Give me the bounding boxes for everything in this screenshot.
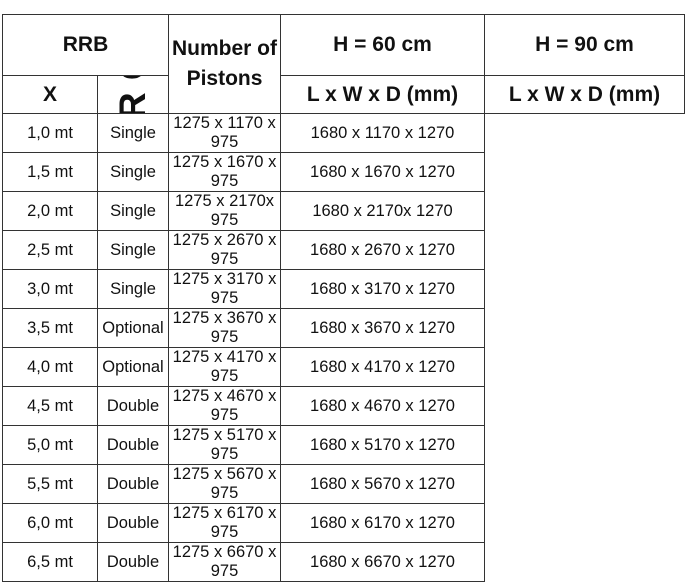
length-cell: 1,5 mt [2,152,98,192]
dims-60-cell: 1275 x 4170 x 975 [168,347,281,387]
table-row: 6,5 mt Double 1275 x 6670 x 975 1680 x 6670… [2,542,685,582]
dims-90-cell: 1680 x 5170 x 1270 [280,425,485,465]
table-row: 2,0 mt Single 1275 x 2170x 975 1680 x 2170x… [2,191,685,231]
pistons-cell: Single [97,230,169,270]
table-row: 5,5 mt Double 1275 x 5670 x 975 1680 x 5670… [2,464,685,504]
table-row: 3,0 mt Single 1275 x 3170 x 975 1680 x 3170… [2,269,685,309]
pistons-cell: Optional [97,347,169,387]
dims-60-cell: 1275 x 3170 x 975 [168,269,281,309]
h90-header: H = 90 cm [484,14,685,76]
table-row: 1,5 mt Single 1275 x 1670 x 975 1680 x 1670… [2,152,685,192]
length-cell: 3,5 mt [2,308,98,348]
rrb-header: RRB [2,14,169,76]
table-row: 5,0 mt Double 1275 x 5170 x 975 1680 x 5170… [2,425,685,465]
pistons-cell: Single [97,191,169,231]
dims-60-cell: 1275 x 5670 x 975 [168,464,281,504]
dims-60-cell: 1275 x 3670 x 975 [168,308,281,348]
dims-90-cell: 1680 x 3170 x 1270 [280,269,485,309]
pistons-cell: Optional [97,308,169,348]
dims-60-cell: 1275 x 6670 x 975 [168,542,281,582]
dims-90-cell: 1680 x 3670 x 1270 [280,308,485,348]
dims90-header: L x W x D (mm) [484,75,685,114]
x-header: X [2,75,98,114]
dims-60-cell: 1275 x 1170 x 975 [168,113,281,153]
table-row: 2,5 mt Single 1275 x 2670 x 975 1680 x 2670… [2,230,685,270]
table-row: 6,0 mt Double 1275 x 6170 x 975 1680 x 6170… [2,503,685,543]
pistons-cell: Double [97,425,169,465]
dims-60-cell: 1275 x 2170x 975 [168,191,281,231]
blocker-cabinet-label: BLOCKER CABINET [112,77,154,113]
pistons-cell: Single [97,113,169,153]
pistons-cell: Double [97,386,169,426]
table-row: 4,5 mt Double 1275 x 4670 x 975 1680 x 4670… [2,386,685,426]
dims-90-cell: 1680 x 6670 x 1270 [280,542,485,582]
dims-90-cell: 1680 x 5670 x 1270 [280,464,485,504]
dims-60-cell: 1275 x 4670 x 975 [168,386,281,426]
dims-60-cell: 1275 x 6170 x 975 [168,503,281,543]
pistons-header: Number of Pistons [168,14,281,114]
dims-90-cell: 1680 x 6170 x 1270 [280,503,485,543]
length-cell: 4,0 mt [2,347,98,387]
dims-90-cell: 1680 x 4170 x 1270 [280,347,485,387]
length-cell: 5,5 mt [2,464,98,504]
table-row: 3,5 mt Optional 1275 x 3670 x 975 1680 x 36… [2,308,685,348]
pistons-cell: Single [97,152,169,192]
dims-90-cell: 1680 x 1170 x 1270 [280,113,485,153]
length-cell: 1,0 mt [2,113,98,153]
dims-60-cell: 1275 x 5170 x 975 [168,425,281,465]
length-cell: 2,0 mt [2,191,98,231]
length-cell: 6,5 mt [2,542,98,582]
length-cell: 3,0 mt [2,269,98,309]
table-row: 4,0 mt Optional 1275 x 4170 x 975 1680 x 41… [2,347,685,387]
dims-60-cell: 1275 x 1670 x 975 [168,152,281,192]
length-cell: 6,0 mt [2,503,98,543]
length-cell: 5,0 mt [2,425,98,465]
length-cell: 2,5 mt [2,230,98,270]
dims-90-cell: 1680 x 1670 x 1270 [280,152,485,192]
dims60-header: L x W x D (mm) [280,75,485,114]
pistons-cell: Double [97,464,169,504]
pistons-cell: Double [97,503,169,543]
table-row: 1,0 mt Single 1275 x 1170 x 975 1680 x 1170… [2,113,685,153]
dims-90-cell: 1680 x 2170x 1270 [280,191,485,231]
h60-header: H = 60 cm [280,14,485,76]
pistons-cell: Single [97,269,169,309]
pistons-cell: Double [97,542,169,582]
dims-90-cell: 1680 x 2670 x 1270 [280,230,485,270]
dimensions-table: RRB Number of Pistons H = 60 cm H = 90 c… [2,14,685,582]
dims-60-cell: 1275 x 2670 x 975 [168,230,281,270]
blocker-cabinet-cell: BLOCKER CABINET [97,75,169,114]
dims-90-cell: 1680 x 4670 x 1270 [280,386,485,426]
length-cell: 4,5 mt [2,386,98,426]
